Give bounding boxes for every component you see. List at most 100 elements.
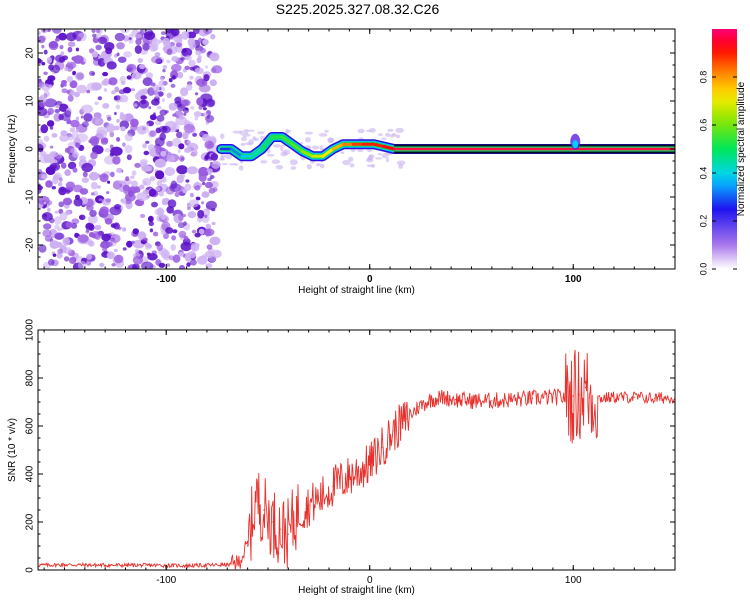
x-tick-label-bottom: 0 xyxy=(367,575,373,586)
haze-blob xyxy=(289,159,298,166)
noise-blob xyxy=(101,80,106,86)
noise-blob xyxy=(102,71,109,77)
noise-blob xyxy=(91,254,95,259)
noise-blob xyxy=(44,98,57,108)
noise-blob xyxy=(147,87,155,96)
noise-blob xyxy=(126,75,132,80)
noise-blob xyxy=(171,56,179,62)
noise-blob xyxy=(182,133,189,140)
noise-blob xyxy=(63,256,70,262)
noise-blob xyxy=(86,253,93,260)
noise-blob xyxy=(113,248,118,253)
haze-blob xyxy=(357,148,364,153)
noise-blob xyxy=(143,31,156,40)
noise-blob xyxy=(69,80,78,89)
haze-blob xyxy=(280,151,288,157)
noise-blob xyxy=(127,264,138,269)
noise-blob xyxy=(168,102,178,111)
noise-blob xyxy=(98,198,103,202)
noise-blob xyxy=(171,63,182,72)
noise-blob xyxy=(176,165,188,175)
noise-blob xyxy=(170,180,178,189)
y-tick-label-bottom: 1000 xyxy=(25,318,36,341)
noise-blob xyxy=(190,106,195,110)
snr-data-point xyxy=(470,400,473,402)
noise-blob xyxy=(139,159,148,165)
noise-blob xyxy=(107,180,111,184)
noise-blob xyxy=(194,185,201,191)
noise-blob xyxy=(141,164,151,172)
noise-blob xyxy=(171,75,176,80)
noise-blob xyxy=(45,180,53,188)
noise-blob xyxy=(86,89,91,94)
haze-blob xyxy=(320,163,325,169)
noise-blob xyxy=(132,228,139,235)
noise-blob xyxy=(187,211,197,219)
snr-data-point xyxy=(263,509,265,511)
haze-blob xyxy=(375,157,383,160)
noise-blob xyxy=(212,187,218,192)
noise-blob xyxy=(59,134,70,142)
snr-data-point xyxy=(562,396,564,398)
snr-data-point xyxy=(145,564,147,566)
haze-blob xyxy=(239,130,244,135)
noise-blob xyxy=(203,29,213,35)
noise-blob xyxy=(190,192,194,198)
snr-data-point xyxy=(405,418,407,420)
noise-blob xyxy=(152,84,160,92)
noise-blob xyxy=(140,239,146,244)
noise-blob xyxy=(82,171,88,178)
noise-blob xyxy=(106,123,115,133)
noise-blob xyxy=(210,33,216,40)
noise-blob xyxy=(59,45,64,50)
snr-data-point xyxy=(572,395,574,397)
noise-blob xyxy=(75,47,79,52)
noise-blob xyxy=(134,162,141,168)
noise-blob xyxy=(104,218,113,225)
noise-blob xyxy=(178,214,184,221)
noise-blob xyxy=(154,52,161,57)
haze-blob xyxy=(395,134,401,139)
noise-blob xyxy=(100,243,107,248)
haze-blob xyxy=(220,153,226,158)
noise-blob xyxy=(40,151,47,157)
snr-data-point xyxy=(356,471,359,473)
noise-blob xyxy=(62,237,70,246)
noise-blob xyxy=(110,146,123,156)
noise-blob xyxy=(201,191,210,198)
noise-blob xyxy=(43,90,50,98)
noise-blob xyxy=(171,29,180,37)
noise-blob xyxy=(72,70,76,76)
noise-blob xyxy=(114,95,121,101)
noise-blob xyxy=(162,68,166,73)
noise-blob xyxy=(57,248,63,254)
noise-blob xyxy=(142,143,148,149)
noise-blob xyxy=(67,119,72,124)
noise-blob xyxy=(194,115,199,121)
noise-blob xyxy=(155,93,159,98)
noise-blob xyxy=(105,47,113,55)
ridge-segment xyxy=(301,149,315,158)
page-title: S225.2025.327.08.32.C26 xyxy=(275,1,440,17)
noise-blob xyxy=(177,34,183,39)
noise-blob xyxy=(109,206,122,216)
noise-blob xyxy=(47,75,56,82)
noise-blob xyxy=(204,214,208,219)
noise-blob xyxy=(89,232,94,238)
noise-blob xyxy=(51,133,58,138)
noise-blob xyxy=(179,264,185,269)
noise-blob xyxy=(183,123,195,133)
noise-blob xyxy=(194,232,201,238)
noise-blob xyxy=(122,227,127,232)
noise-blob xyxy=(142,77,153,86)
noise-blob xyxy=(178,230,187,238)
noise-blob xyxy=(196,97,204,106)
noise-blob xyxy=(97,36,108,45)
noise-blob xyxy=(186,166,198,175)
noise-blob xyxy=(80,61,86,65)
noise-blob xyxy=(50,151,58,158)
noise-blob xyxy=(73,197,83,207)
noise-blob xyxy=(61,80,67,85)
noise-blob xyxy=(162,40,171,48)
noise-blob xyxy=(94,231,102,241)
